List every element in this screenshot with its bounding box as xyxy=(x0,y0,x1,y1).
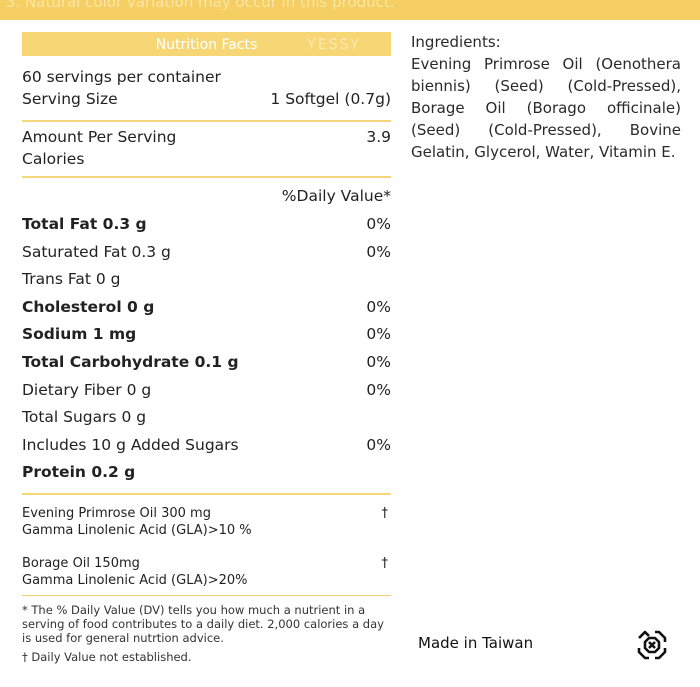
nutrient-daily-value: 0% xyxy=(366,325,391,344)
nutrient-list: Total Fat 0.3 g 0% Saturated Fat 0.3 g 0% Tr… xyxy=(22,211,391,487)
nutrient-label: Sodium 1 mg xyxy=(22,325,137,344)
serving-size-value: 1 Softgel (0.7g) xyxy=(270,90,391,108)
nutrition-facts-panel: Nutrition Facts YESSY 60 servings per co… xyxy=(22,32,391,664)
nutrient-row: Cholesterol 0 g 0% xyxy=(22,294,391,322)
supplement-item: Borage Oil 150mg † Gamma Linolenic Acid (G… xyxy=(22,545,391,595)
nutrition-facts-title: Nutrition Facts xyxy=(155,37,258,53)
ingredients-heading: Ingredients: xyxy=(411,33,501,51)
nutrient-label: Cholesterol 0 g xyxy=(22,297,155,316)
nutrition-facts-header: Nutrition Facts YESSY xyxy=(22,32,391,56)
nutrient-row: Trans Fat 0 g xyxy=(22,266,391,294)
amount-per-serving-label: Amount Per Serving xyxy=(22,128,177,146)
top-band-text: 3. Natural color variation may occur in … xyxy=(6,0,395,11)
nutrient-row: Saturated Fat 0.3 g 0% xyxy=(22,239,391,267)
calories-label: Calories xyxy=(22,150,85,168)
divider xyxy=(22,176,391,178)
nutrient-daily-value: 0% xyxy=(366,380,391,399)
daily-value-footnote: * The % Daily Value (DV) tells you how m… xyxy=(22,602,384,645)
calories-value: 3.9 xyxy=(366,128,391,146)
supplement-gla: Gamma Linolenic Acid (GLA)>20% xyxy=(22,572,248,588)
nutrient-label: Protein 0.2 g xyxy=(22,463,136,482)
nutrient-daily-value: 0% xyxy=(366,297,391,316)
servings-per-container: 60 servings per container xyxy=(22,68,221,86)
nutrient-row: Dietary Fiber 0 g 0% xyxy=(22,377,391,405)
serving-size-label: Serving Size xyxy=(22,90,118,108)
divider xyxy=(22,120,391,122)
nutrient-row: Total Fat 0.3 g 0% xyxy=(22,211,391,239)
nutrient-row: Total Carbohydrate 0.1 g 0% xyxy=(22,349,391,377)
ingredients-block: Ingredients: Evening Primrose Oil (Oenot… xyxy=(411,31,681,163)
supplement-name: Borage Oil 150mg xyxy=(22,555,140,571)
nutrient-daily-value: 0% xyxy=(366,435,391,454)
nutrient-label: Includes 10 g Added Sugars xyxy=(22,435,239,454)
supplement-line: Evening Primrose Oil 300 mg † xyxy=(22,505,391,522)
divider xyxy=(22,492,391,495)
recycle-icon xyxy=(637,630,667,660)
dagger-mark: † xyxy=(381,505,389,521)
dagger-mark: † xyxy=(381,555,389,571)
nutrient-daily-value: 0% xyxy=(366,215,391,233)
calories-row: Calories xyxy=(22,148,391,170)
amount-per-serving-row: Amount Per Serving 3.9 xyxy=(22,126,391,148)
daily-value-header-row: %Daily Value* xyxy=(22,185,391,207)
serving-size-row: Serving Size 1 Softgel (0.7g) xyxy=(22,88,391,110)
divider xyxy=(22,594,391,596)
nutrient-label: Total Sugars 0 g xyxy=(22,408,147,427)
nutrient-daily-value: 0% xyxy=(366,352,391,371)
nutrient-label: Dietary Fiber 0 g xyxy=(22,380,152,399)
servings-row: 60 servings per container xyxy=(22,66,391,88)
supplement-list: Evening Primrose Oil 300 mg † Gamma Linole… xyxy=(22,495,391,595)
supplement-name: Evening Primrose Oil 300 mg xyxy=(22,505,211,521)
nutrient-daily-value: 0% xyxy=(366,242,391,261)
dagger-footnote: † Daily Value not established. xyxy=(22,649,192,664)
supplement-gla: Gamma Linolenic Acid (GLA)>10 % xyxy=(22,522,252,538)
top-band: 3. Natural color variation may occur in … xyxy=(0,0,700,20)
supplement-line: Borage Oil 150mg † xyxy=(22,555,391,572)
nutrient-label: Total Carbohydrate 0.1 g xyxy=(22,352,239,371)
nutrient-row: Protein 0.2 g xyxy=(22,459,391,487)
watermark: YESSY xyxy=(307,37,361,53)
nutrient-label: Saturated Fat 0.3 g xyxy=(22,242,171,261)
nutrient-row: Total Sugars 0 g xyxy=(22,404,391,432)
supplement-item: Evening Primrose Oil 300 mg † Gamma Linole… xyxy=(22,495,391,545)
nutrient-row: Sodium 1 mg 0% xyxy=(22,321,391,349)
nutrient-row: Includes 10 g Added Sugars 0% xyxy=(22,432,391,460)
nutrient-label: Total Fat 0.3 g xyxy=(22,215,147,233)
nutrient-label: Trans Fat 0 g xyxy=(22,270,121,289)
made-in-label: Made in Taiwan xyxy=(418,634,534,652)
ingredients-text: Evening Primrose Oil (Oenothera biennis)… xyxy=(411,55,681,161)
daily-value-header: %Daily Value* xyxy=(281,187,391,205)
